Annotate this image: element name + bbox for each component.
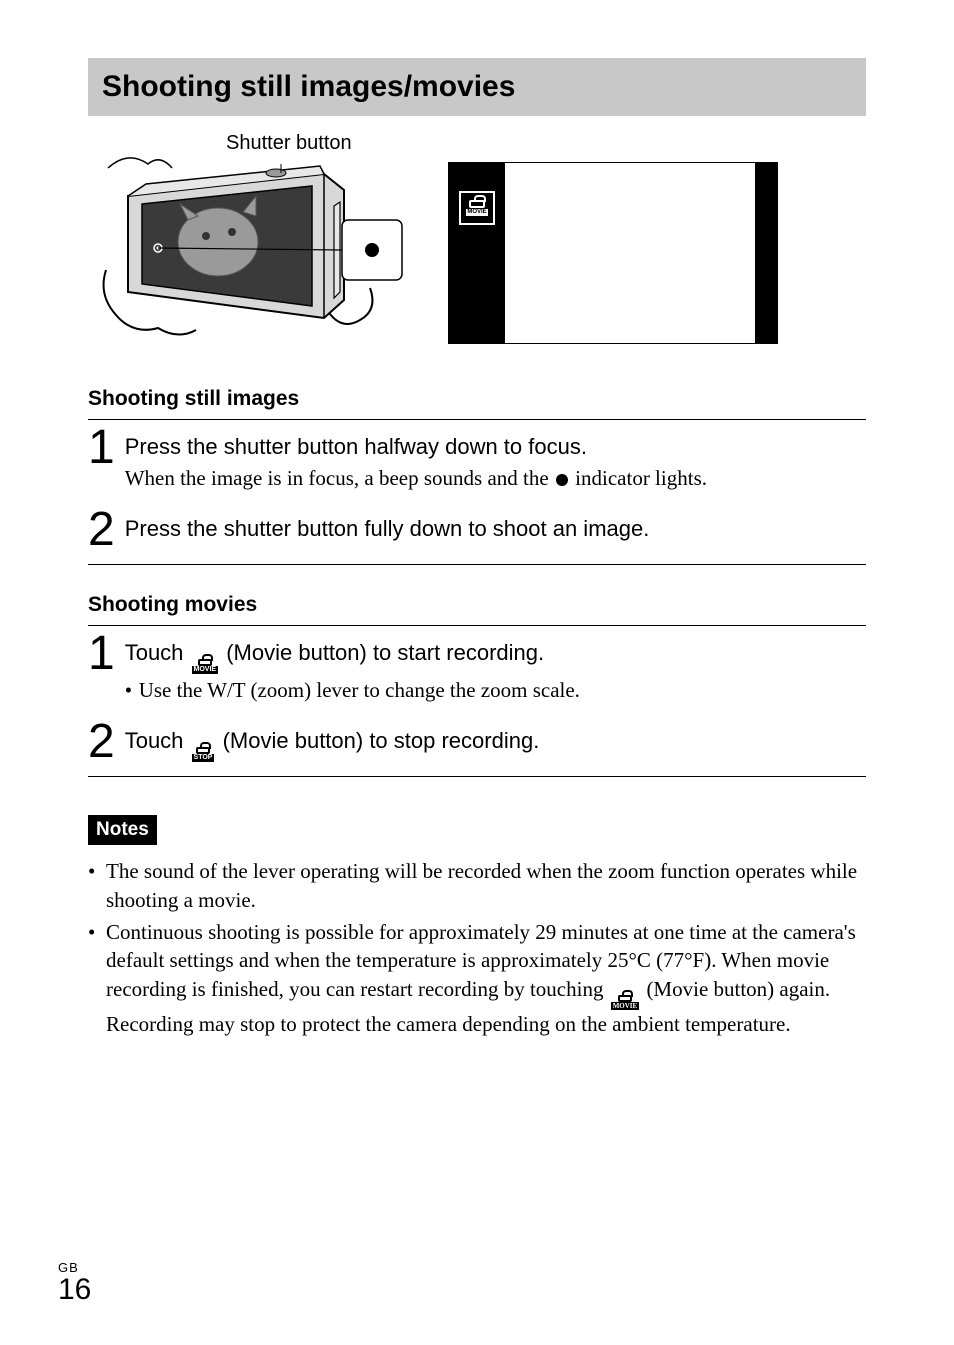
step-title: Touch MOVIE (Movie button) to start reco… bbox=[125, 638, 866, 674]
step-subtext: When the image is in focus, a beep sound… bbox=[125, 464, 866, 492]
movie-icon-label: MOVIE bbox=[466, 209, 487, 216]
step-number: 2 bbox=[88, 718, 115, 766]
camera-icon bbox=[469, 200, 485, 208]
icon-sublabel: STOP bbox=[192, 754, 215, 762]
screen-left-bar: MOVIE bbox=[449, 163, 505, 343]
shutter-button-label: Shutter button bbox=[226, 132, 352, 155]
camera-icon bbox=[196, 747, 210, 754]
page-number: 16 bbox=[58, 1275, 91, 1305]
notes-badge: Notes bbox=[88, 815, 157, 845]
step-title-before: Touch bbox=[125, 728, 190, 753]
step-number: 2 bbox=[88, 506, 115, 554]
screen-right-bar bbox=[755, 163, 777, 343]
movies-steps: 1 Touch MOVIE (Movie button) to start re… bbox=[88, 625, 866, 777]
page-title-bar: Shooting still images/movies bbox=[88, 58, 866, 116]
still-steps: 1 Press the shutter button halfway down … bbox=[88, 419, 866, 565]
note-item: The sound of the lever operating will be… bbox=[88, 857, 866, 914]
diagram-row: Shutter button bbox=[88, 134, 866, 355]
camera-icon bbox=[198, 659, 212, 666]
focus-dot-icon bbox=[556, 474, 568, 486]
camera-diagram: Shutter button bbox=[88, 134, 408, 355]
movies-step-2: 2 Touch STOP (Movie button) to stop reco… bbox=[88, 714, 866, 776]
step-number: 1 bbox=[88, 424, 115, 472]
icon-sublabel: MOVIE bbox=[192, 666, 219, 674]
page-footer: GB 16 bbox=[58, 1260, 91, 1305]
screen-diagram: MOVIE bbox=[448, 162, 778, 344]
still-step-2: 2 Press the shutter button fully down to… bbox=[88, 502, 866, 564]
section-heading-still: Shooting still images bbox=[88, 387, 866, 411]
icon-sublabel: MOVIE bbox=[611, 1002, 640, 1010]
step-title-after: (Movie button) to start recording. bbox=[226, 640, 544, 665]
step-title: Press the shutter button fully down to s… bbox=[125, 514, 866, 544]
movies-step-1: 1 Touch MOVIE (Movie button) to start re… bbox=[88, 626, 866, 714]
page-title: Shooting still images/movies bbox=[102, 70, 852, 104]
movie-button-icon: MOVIE bbox=[192, 659, 219, 674]
step-subtext: Use the W/T (zoom) lever to change the z… bbox=[125, 676, 866, 704]
step-title-before: Touch bbox=[125, 640, 190, 665]
camera-illustration bbox=[88, 140, 408, 350]
section-heading-movies: Shooting movies bbox=[88, 593, 866, 617]
still-step-1: 1 Press the shutter button halfway down … bbox=[88, 420, 866, 502]
step-title: Touch STOP (Movie button) to stop record… bbox=[125, 726, 866, 762]
camera-icon bbox=[618, 995, 632, 1002]
notes-list: The sound of the lever operating will be… bbox=[88, 857, 866, 1038]
note-item: Continuous shooting is possible for appr… bbox=[88, 918, 866, 1038]
step-title: Press the shutter button halfway down to… bbox=[125, 432, 866, 462]
movie-stop-button-icon: STOP bbox=[192, 747, 215, 762]
movie-button-icon: MOVIE bbox=[459, 191, 495, 225]
movie-button-icon: MOVIE bbox=[611, 995, 640, 1010]
step-sub-after: indicator lights. bbox=[570, 466, 707, 490]
step-number: 1 bbox=[88, 630, 115, 678]
step-sub-before: When the image is in focus, a beep sound… bbox=[125, 466, 554, 490]
step-title-after: (Movie button) to stop recording. bbox=[223, 728, 540, 753]
